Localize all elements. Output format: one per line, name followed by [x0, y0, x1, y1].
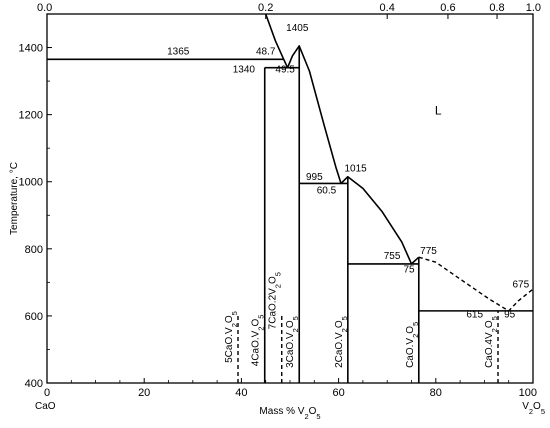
top-tick-label: 0.8 — [489, 2, 504, 14]
x-tick-label: 40 — [235, 387, 247, 399]
point-label: 95 — [504, 310, 516, 321]
top-tick-label: 0.0 — [37, 2, 52, 14]
compound-label: 3CaO.V2O5 — [285, 316, 300, 368]
point-label: 60.5 — [317, 185, 337, 196]
x-axis-title: Mass % V2O5 — [259, 406, 320, 421]
y-tick-label: 1200 — [19, 110, 43, 122]
point-label: 1340 — [233, 65, 256, 76]
compound-label: 5CaO.V2O5 — [224, 311, 239, 363]
compound-label: 2CaO.V2O5 — [334, 316, 349, 368]
isotherm-lines — [47, 58, 533, 312]
y-tick-label: 800 — [25, 244, 43, 256]
point-label: 1015 — [344, 164, 367, 175]
top-axis-ticks: 0.0 0.2 0.4 0.6 0.8 1.0 — [37, 2, 541, 19]
axis-titles: Mass % V2O5 Temperature, °C CaO V2O5 — [9, 162, 545, 420]
point-label: 1405 — [286, 23, 309, 34]
compound-label: 4CaO.V2O5 — [251, 315, 266, 367]
point-label: 48.7 — [256, 46, 276, 57]
liquidus-curve — [418, 256, 534, 312]
liquidus-curve — [264, 13, 420, 265]
x-tick-label: 20 — [138, 387, 150, 399]
left-axis-ticks: 400 600 800 1000 1200 1400 — [19, 43, 52, 390]
compound-label: CaO.4V2O5 — [484, 316, 499, 368]
compound-lines — [237, 45, 499, 383]
point-label: 675 — [513, 279, 530, 290]
y-axis-title: Temperature, °C — [9, 162, 20, 235]
liquidus-curves — [264, 13, 534, 312]
top-tick-label: 0.2 — [258, 2, 273, 14]
top-tick-label: 1.0 — [526, 2, 541, 14]
point-label: 615 — [466, 310, 483, 321]
phase-region-label: L — [435, 104, 442, 118]
x-end-label-left: CaO — [35, 401, 56, 412]
compound-label: 7CaO.2V2O5 — [268, 272, 283, 329]
x-tick-label: 80 — [430, 387, 442, 399]
y-tick-label: 1000 — [19, 177, 43, 189]
x-tick-label: 60 — [332, 387, 344, 399]
y-tick-label: 1400 — [19, 43, 43, 55]
x-tick-label: 100 — [519, 387, 537, 399]
point-label: 49.5 — [275, 65, 295, 76]
y-tick-label: 400 — [25, 378, 43, 390]
compound-label: CaO.V2O5 — [405, 322, 420, 368]
point-label: 75 — [404, 264, 416, 275]
x-end-label-right: V2O5 — [522, 401, 545, 416]
point-label: 995 — [306, 172, 323, 183]
top-tick-label: 0.6 — [440, 2, 455, 14]
y-tick-label: 600 — [25, 311, 43, 323]
x-tick-label: 0 — [44, 387, 50, 399]
point-label: 775 — [420, 246, 437, 257]
top-tick-label: 0.4 — [380, 2, 395, 14]
point-label: 1365 — [167, 46, 190, 57]
bottom-axis-ticks: 0 20 40 60 80 100 — [44, 378, 537, 399]
point-label: 755 — [384, 251, 401, 262]
